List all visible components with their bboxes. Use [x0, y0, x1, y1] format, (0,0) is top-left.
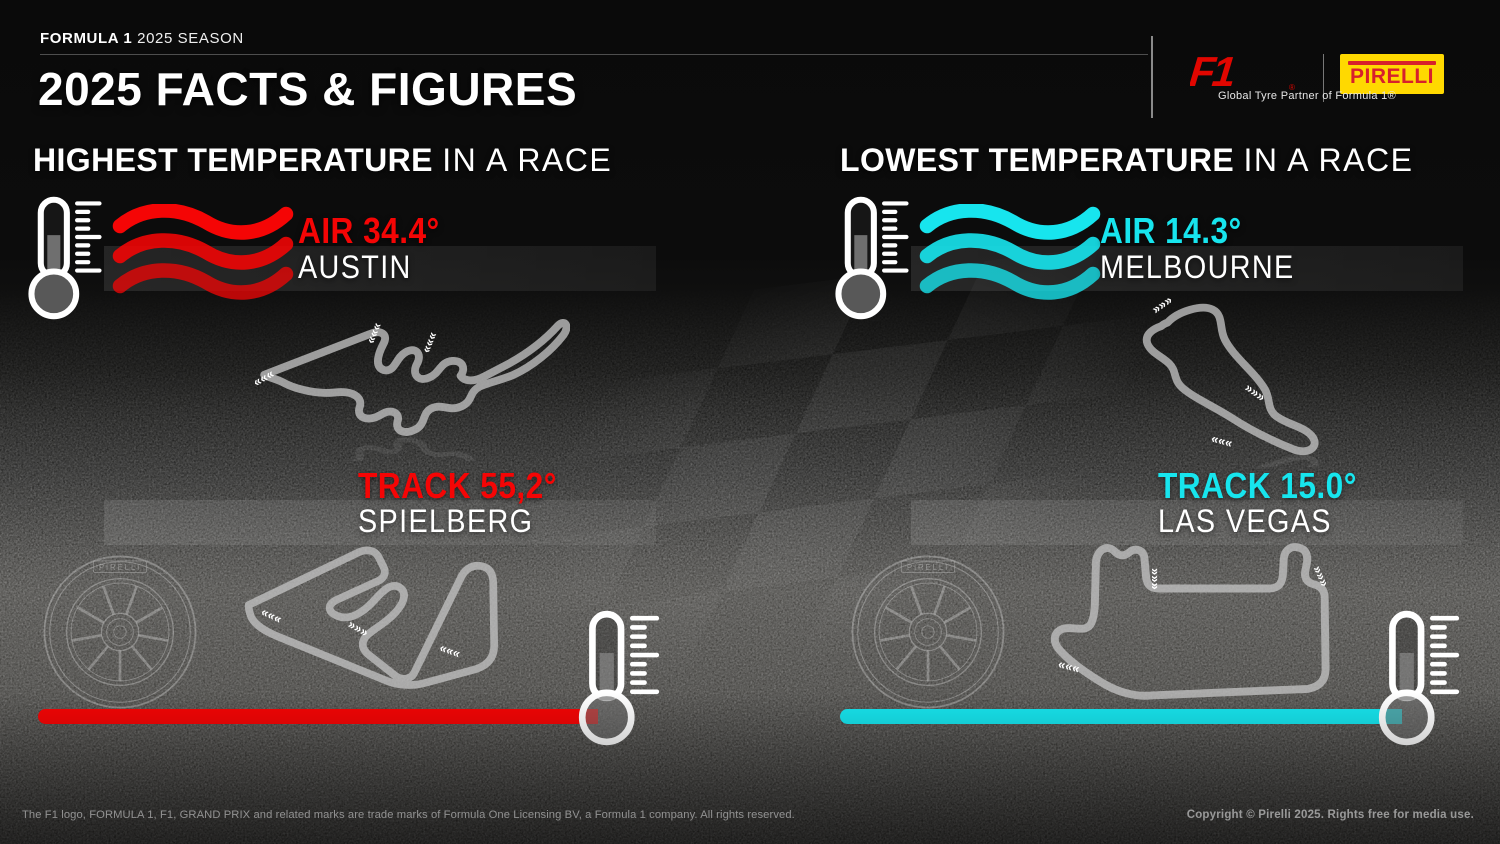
lowest-track-value: TRACK 15.0°: [1158, 465, 1357, 506]
thermometer-icon: [835, 196, 909, 320]
season-eyebrow: FORMULA 1 2025 SEASON: [40, 30, 244, 47]
lowest-heading-light: IN A RACE: [1243, 142, 1414, 178]
highest-heading-light: IN A RACE: [442, 142, 613, 178]
melbourne-track-map: »»» »»» »»»: [1095, 292, 1357, 467]
header-divider: [40, 54, 1148, 55]
partner-caption: Global Tyre Partner of Formula 1®: [1218, 90, 1396, 102]
highest-heading-strong: HIGHEST TEMPERATURE: [33, 142, 433, 178]
track-direction-chevrons: »»»: [437, 642, 462, 662]
thermometer-icon: [28, 196, 102, 320]
cold-waves-icon: [919, 204, 1101, 306]
f1-logo: F1 ®: [1190, 50, 1295, 92]
spielberg-track-map: »»» »»» »»»: [244, 546, 499, 689]
track-thermometer-icon: [1378, 610, 1460, 746]
logo-block-divider: [1151, 36, 1153, 118]
lowest-heading: LOWEST TEMPERATURE IN A RACE: [840, 142, 1413, 179]
highest-air-location: AUSTIN: [298, 249, 412, 285]
pirelli-tyre-graphic: PIRELLI: [43, 555, 197, 709]
tyre-brand-label: PIRELLI: [907, 563, 949, 572]
track-direction-chevrons: »»»: [1209, 433, 1234, 453]
pirelli-wordmark: PIRELLI: [1349, 65, 1434, 88]
cold-track-bar: [840, 709, 1402, 724]
track-direction-chevrons: »»»: [420, 330, 442, 356]
pirelli-tyre-graphic: PIRELLI: [851, 555, 1005, 709]
highest-track-value: TRACK 55,2°: [358, 465, 557, 506]
season-eyebrow-strong: FORMULA 1: [40, 30, 133, 47]
highest-heading: HIGHEST TEMPERATURE IN A RACE: [33, 142, 612, 179]
lowest-heading-strong: LOWEST TEMPERATURE: [840, 142, 1235, 178]
season-eyebrow-light: 2025 SEASON: [137, 30, 244, 47]
lowest-track-location: LAS VEGAS: [1158, 503, 1332, 539]
highest-air-value: AIR 34.4°: [298, 210, 440, 251]
highest-track-location: SPIELBERG: [358, 503, 534, 539]
lowest-air-value: AIR 14.3°: [1100, 210, 1242, 251]
copyright-text: Copyright © Pirelli 2025. Rights free fo…: [1186, 809, 1474, 821]
austin-track-map: »»» »»» »»»: [251, 319, 570, 461]
legal-text: The F1 logo, FORMULA 1, F1, GRAND PRIX a…: [22, 809, 795, 821]
pirelli-logo: PIRELLI: [1340, 54, 1444, 94]
las-vegas-track-map: »»» »»» »»»: [1050, 543, 1333, 700]
track-direction-chevrons: »»»: [1148, 568, 1163, 590]
f1-wordmark: F1: [1190, 50, 1237, 92]
tyre-brand-label: PIRELLI: [99, 563, 141, 572]
track-thermometer-icon: [578, 610, 660, 746]
page-title: 2025 FACTS & FIGURES: [38, 63, 578, 115]
hot-track-bar: [38, 709, 598, 724]
track-direction-chevrons: »»»: [1149, 292, 1175, 317]
